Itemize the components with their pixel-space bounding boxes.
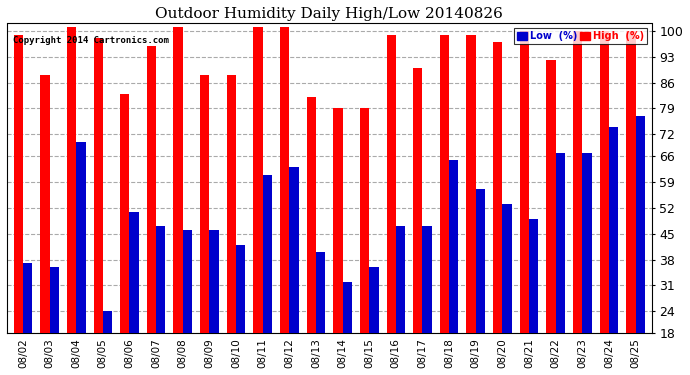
Bar	[289, 167, 299, 333]
Bar	[147, 46, 156, 333]
Bar	[280, 27, 289, 333]
Bar	[396, 226, 405, 333]
Bar	[227, 75, 236, 333]
Bar	[120, 94, 130, 333]
Bar	[520, 31, 529, 333]
Bar	[76, 141, 86, 333]
Bar	[386, 34, 396, 333]
Bar	[316, 252, 325, 333]
Bar	[103, 311, 112, 333]
Bar	[209, 230, 219, 333]
Bar	[263, 175, 272, 333]
Title: Outdoor Humidity Daily High/Low 20140826: Outdoor Humidity Daily High/Low 20140826	[155, 7, 503, 21]
Bar	[130, 211, 139, 333]
Bar	[493, 42, 502, 333]
Bar	[422, 226, 432, 333]
Bar	[440, 34, 449, 333]
Bar	[466, 34, 475, 333]
Bar	[449, 160, 458, 333]
Bar	[600, 31, 609, 333]
Bar	[156, 226, 166, 333]
Bar	[475, 189, 485, 333]
Bar	[14, 34, 23, 333]
Bar	[573, 31, 582, 333]
Bar	[555, 153, 565, 333]
Bar	[360, 108, 369, 333]
Bar	[502, 204, 512, 333]
Bar	[306, 97, 316, 333]
Bar	[200, 75, 209, 333]
Bar	[183, 230, 192, 333]
Bar	[529, 219, 538, 333]
Bar	[609, 127, 618, 333]
Text: Copyright 2014 Cartronics.com: Copyright 2014 Cartronics.com	[13, 36, 169, 45]
Bar	[50, 267, 59, 333]
Bar	[413, 68, 422, 333]
Bar	[236, 245, 246, 333]
Bar	[369, 267, 379, 333]
Bar	[253, 27, 263, 333]
Bar	[333, 108, 342, 333]
Bar	[546, 60, 555, 333]
Legend: Low  (%), High  (%): Low (%), High (%)	[514, 28, 647, 44]
Bar	[67, 27, 76, 333]
Bar	[627, 31, 635, 333]
Bar	[635, 116, 645, 333]
Bar	[23, 263, 32, 333]
Bar	[342, 282, 352, 333]
Bar	[94, 38, 103, 333]
Bar	[173, 27, 183, 333]
Bar	[582, 153, 591, 333]
Bar	[40, 75, 50, 333]
